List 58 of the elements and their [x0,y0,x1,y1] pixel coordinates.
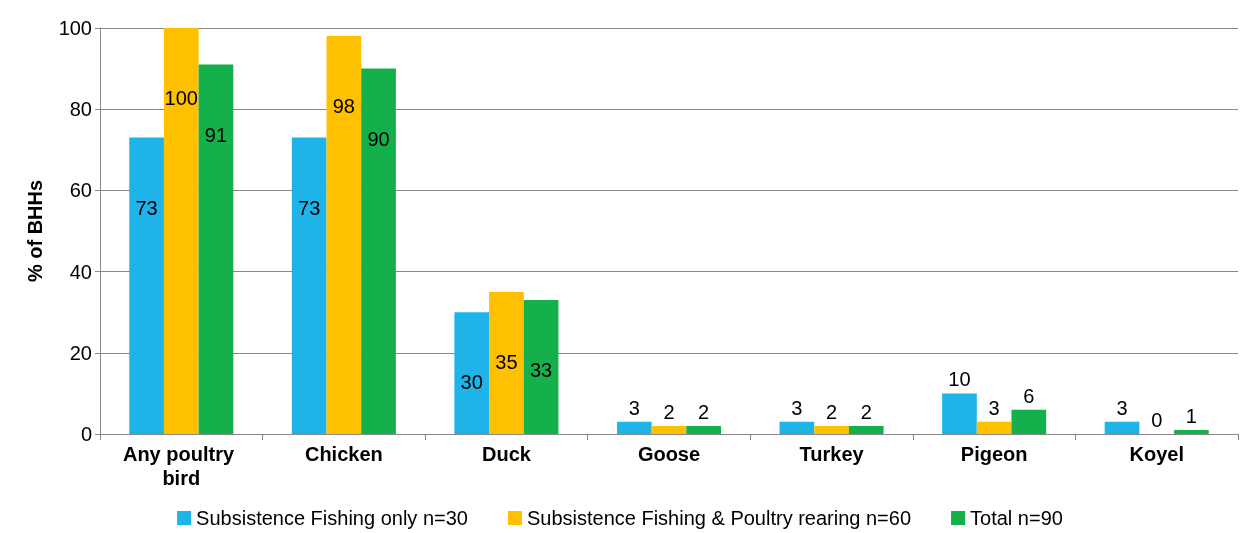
data-label: 3 [1116,396,1128,419]
bar [163,28,199,434]
legend-label: Subsistence Fishing only n=30 [196,507,468,529]
data-label: 1 [1185,404,1197,427]
bar [976,421,1012,434]
bar [454,312,490,434]
bar [291,137,327,434]
data-label: 6 [1023,384,1035,407]
x-tick-label: Pigeon [960,443,1028,465]
x-tick-label: Chicken [304,443,383,465]
data-label: 35 [495,350,518,373]
data-label: 0 [1151,409,1163,431]
x-tick-label: Goose [637,443,701,465]
bar [129,137,164,434]
data-label: 73 [298,196,321,219]
legend-label: Subsistence Fishing & Poultry rearing n=60 [526,507,912,529]
y-tick-label: 60 [69,179,92,202]
data-label: 33 [529,359,553,382]
data-label: 3 [628,396,640,419]
data-label: 2 [663,400,675,423]
data-label: 2 [860,400,872,423]
data-label: 3 [988,396,1000,419]
y-axis-title: % of BHHs [24,179,46,283]
y-tick-label: 100 [58,17,92,39]
bar [523,300,559,434]
bar [1011,409,1047,434]
data-label: 90 [367,127,390,150]
y-tick-label: 20 [69,341,92,364]
x-tick-label: Duck [481,443,532,465]
y-tick-label: 0 [80,423,92,445]
bar [1174,429,1209,434]
data-label: 98 [332,95,355,118]
bar [489,291,524,434]
x-tick-label: Turkey [799,443,865,465]
bar [848,425,884,434]
data-label: 30 [460,371,483,394]
bar [616,421,652,434]
data-label: 10 [948,368,971,391]
bar [942,393,977,434]
bar [651,425,687,434]
x-tick-label: Any poultry bird [122,443,240,489]
bar [686,425,722,434]
data-label: 73 [135,196,158,219]
x-tick-label: Koyel [1129,443,1184,465]
bar [1104,421,1140,434]
data-label: 2 [698,400,710,423]
legend-label: Total n=90 [970,507,1063,529]
y-tick-label: 80 [69,98,92,121]
data-label: 100 [164,87,198,109]
bar [814,425,849,434]
bar [361,68,396,434]
data-label: 2 [826,400,838,423]
bar [326,36,362,434]
data-label: 3 [791,396,803,419]
bar [779,421,815,434]
data-label: 91 [204,123,228,146]
bar [198,64,234,434]
y-tick-label: 40 [69,260,92,283]
